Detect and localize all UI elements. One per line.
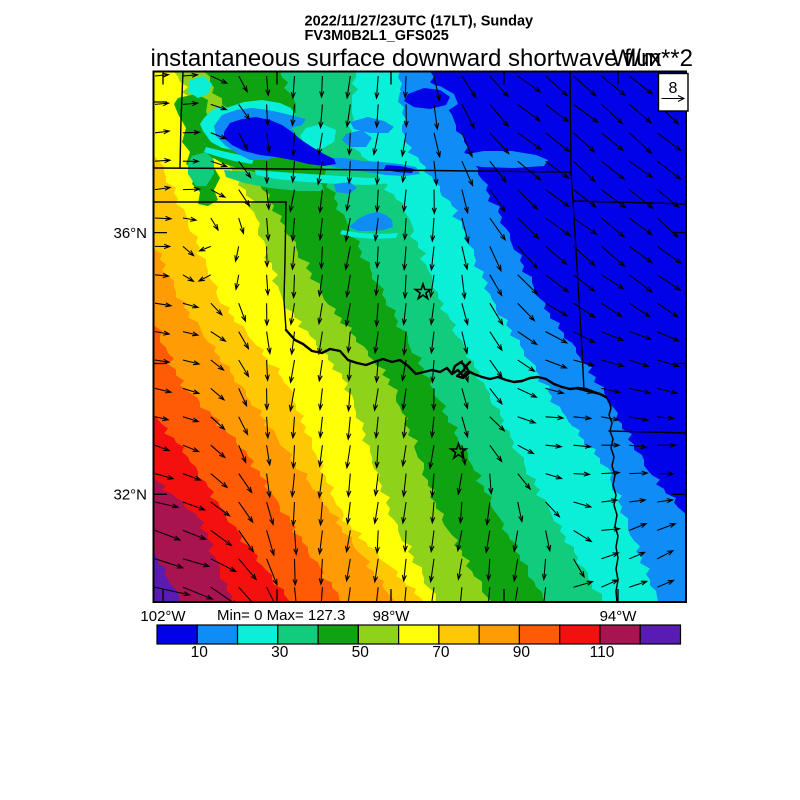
svg-text:FV3M0B2L1_GFS025: FV3M0B2L1_GFS025: [305, 28, 449, 44]
svg-text:102°W: 102°W: [140, 608, 186, 625]
svg-text:36°N: 36°N: [113, 225, 147, 242]
svg-text:Min= 0 Max= 127.3: Min= 0 Max= 127.3: [217, 607, 345, 624]
svg-text:110: 110: [590, 644, 615, 661]
svg-text:90: 90: [513, 644, 531, 661]
svg-text:10: 10: [191, 644, 209, 661]
svg-text:W/m**2: W/m**2: [612, 45, 693, 72]
svg-text:70: 70: [432, 644, 450, 661]
svg-text:32°N: 32°N: [113, 487, 147, 504]
svg-text:8: 8: [669, 80, 678, 97]
svg-text:instantaneous surface downward: instantaneous surface downward shortwave…: [151, 45, 662, 72]
svg-text:2022/11/27/23UTC (17LT), Sunda: 2022/11/27/23UTC (17LT), Sunday: [305, 14, 534, 30]
svg-text:50: 50: [352, 644, 370, 661]
svg-text:94°W: 94°W: [600, 608, 638, 625]
svg-text:30: 30: [271, 644, 289, 661]
svg-text:98°W: 98°W: [373, 608, 411, 625]
